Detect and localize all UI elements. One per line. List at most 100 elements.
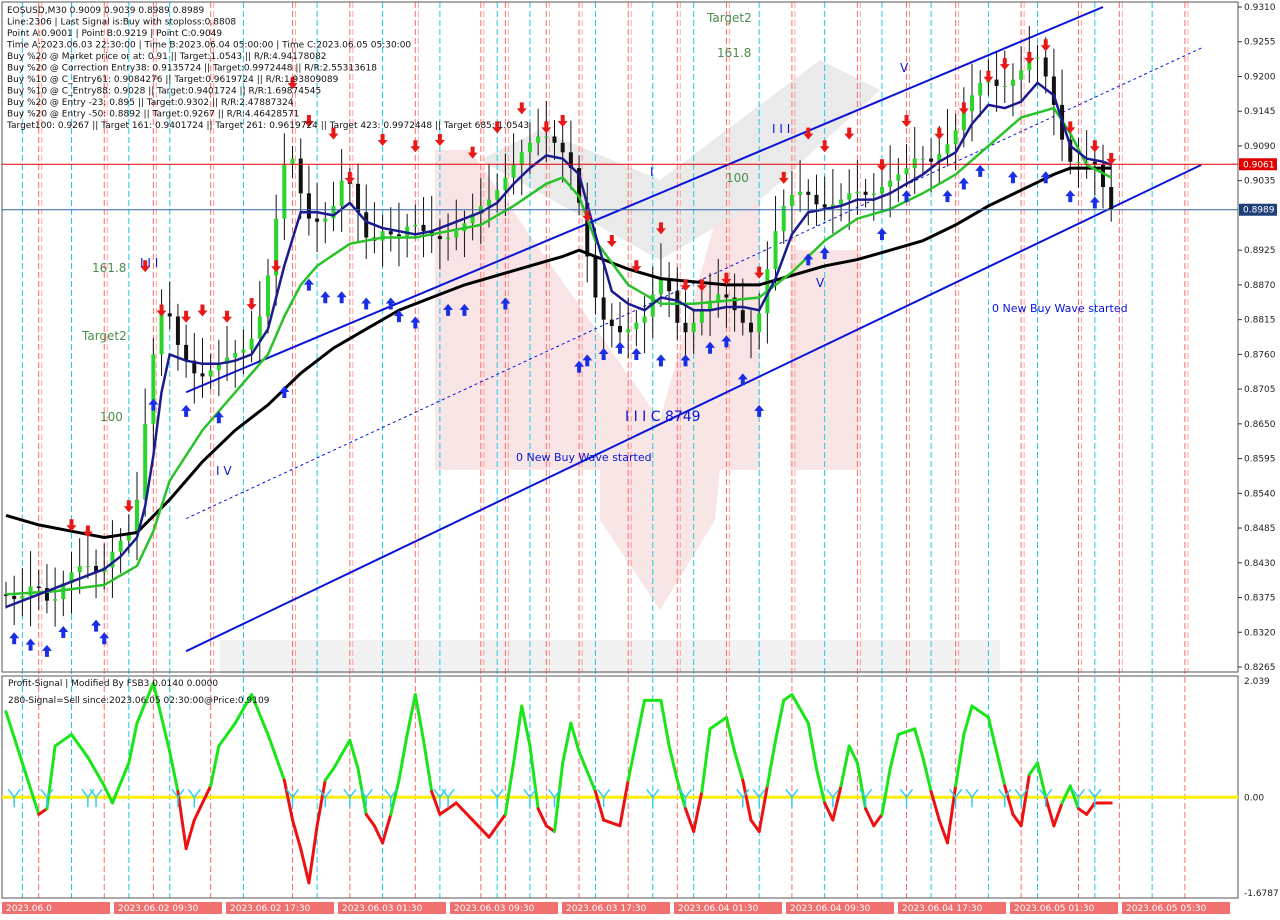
oscillator-segment — [700, 727, 712, 794]
time-label: 2023.06.03 17:30 — [566, 904, 647, 914]
candle-body — [1092, 161, 1097, 165]
candle-body — [4, 594, 8, 596]
time-label: 2023.06.05 05:30 — [1126, 904, 1207, 914]
zero-cross-arrow-icon — [40, 788, 54, 808]
wave-iii-mid-label: I I I — [772, 122, 790, 136]
buy-arrow-icon — [58, 625, 69, 638]
sell-arrow-icon — [819, 140, 830, 153]
candle-body — [675, 291, 680, 323]
candle-body — [552, 136, 557, 143]
oscillator-segment — [135, 681, 155, 725]
oscillator-segment — [405, 693, 417, 737]
time-label: 2023.06.02 09:30 — [118, 904, 199, 914]
price-tick-label: 0.8485 — [1244, 524, 1276, 534]
candle-body — [945, 144, 950, 154]
candle-body — [306, 193, 311, 219]
oscillator-segment — [233, 693, 254, 725]
candle-body — [929, 158, 934, 162]
oscillator-segment — [454, 801, 475, 822]
candle-body — [1101, 164, 1106, 187]
watermark-wordmark — [220, 640, 1000, 674]
sell-arrow-icon — [1106, 152, 1117, 165]
candle-body — [618, 325, 622, 333]
oscillator-segment — [1060, 784, 1072, 805]
price-tick-label: 0.9255 — [1244, 38, 1276, 48]
oscillator-segment — [1052, 801, 1064, 828]
price-tick-label: 0.8320 — [1244, 628, 1276, 638]
candle-body — [175, 316, 180, 345]
sell-arrow-icon — [1040, 39, 1051, 52]
oscillator-segment — [774, 698, 786, 742]
oscillator-segment — [192, 784, 213, 822]
sell-arrow-icon — [467, 146, 478, 159]
sell-arrow-icon — [82, 525, 93, 538]
candle-body — [274, 218, 279, 276]
candle-body — [339, 180, 344, 206]
zero-cross-arrow-icon — [359, 788, 373, 808]
price-tick-label: 0.8705 — [1244, 385, 1276, 395]
candle-body — [69, 572, 74, 584]
buy-arrow-icon — [1040, 171, 1051, 184]
oscillator-segment — [389, 778, 401, 816]
candle-body — [773, 231, 778, 270]
sell-arrow-icon — [631, 260, 642, 273]
time-label-badge — [226, 902, 334, 914]
oscillator-segment — [1003, 784, 1015, 816]
candle-body — [437, 235, 442, 240]
buy-arrow-icon — [443, 303, 454, 316]
candle-body — [85, 565, 90, 567]
info-panel-line: Buy %10 @ C_Entry88: 0.9028 || Target:0.… — [7, 87, 321, 97]
oscillator-segment — [602, 818, 622, 828]
price-tick-label: 0.9200 — [1244, 72, 1276, 82]
candle-body — [560, 142, 565, 153]
candle-body — [961, 111, 966, 131]
oscillator-segment — [307, 824, 319, 885]
candle-body — [740, 310, 745, 323]
oscillator-segment — [45, 744, 57, 811]
zero-cross-arrow-icon — [899, 788, 914, 808]
price-tick-label: 0.9310 — [1244, 3, 1276, 13]
oscillator-segment — [348, 738, 360, 771]
candle-body — [609, 319, 614, 326]
info-panel-line: Buy %20 @ Entry -23: 0.895 || Target:0.9… — [7, 98, 294, 108]
candle-body — [920, 158, 925, 160]
oscillator-segment — [282, 778, 295, 822]
candle-body — [143, 423, 148, 500]
oscillator-segment — [266, 733, 286, 782]
candle-body — [1010, 79, 1015, 86]
sell-arrow-icon — [66, 519, 77, 532]
price-tick-label: 0.9090 — [1244, 142, 1276, 152]
zero-cross-arrow-icon — [646, 788, 660, 808]
candle-body — [298, 158, 303, 194]
oscillator-segment — [299, 847, 311, 885]
candle-body — [225, 357, 230, 364]
candle-body — [184, 344, 189, 361]
candle-body — [94, 565, 99, 573]
buy-arrow-icon — [803, 253, 814, 266]
oscillator-segment — [806, 721, 818, 771]
oscillator-segment — [790, 693, 810, 725]
candle-body — [159, 313, 164, 355]
wave-v-label: V — [900, 61, 909, 75]
oscillator-segment — [372, 824, 385, 845]
candle-body — [658, 278, 663, 295]
candle-body — [470, 213, 475, 224]
candle-body — [789, 194, 794, 206]
candle-body — [937, 153, 942, 162]
candle-body — [249, 338, 254, 350]
oscillator-segment — [209, 744, 221, 788]
candle-body — [118, 540, 123, 552]
candle-body — [896, 174, 901, 181]
fib-100-left-label: 100 — [100, 410, 123, 424]
candle-body — [970, 95, 975, 112]
oscillator-segment — [757, 784, 769, 833]
zero-cross-arrow-icon — [1071, 788, 1086, 808]
oscillator-segment — [520, 704, 532, 748]
fib-161-top-label: 161.8 — [717, 46, 751, 60]
buy-arrow-icon — [181, 404, 192, 417]
time-label: 2023.06.04 17:30 — [902, 904, 983, 914]
target2-left-label: Target2 — [81, 329, 127, 343]
buy-arrow-icon — [721, 335, 732, 348]
oscillator-signal-text: 280-Signal=Sell since:2023.06.05 02:30:0… — [8, 696, 270, 706]
buy-arrow-icon — [393, 310, 404, 323]
